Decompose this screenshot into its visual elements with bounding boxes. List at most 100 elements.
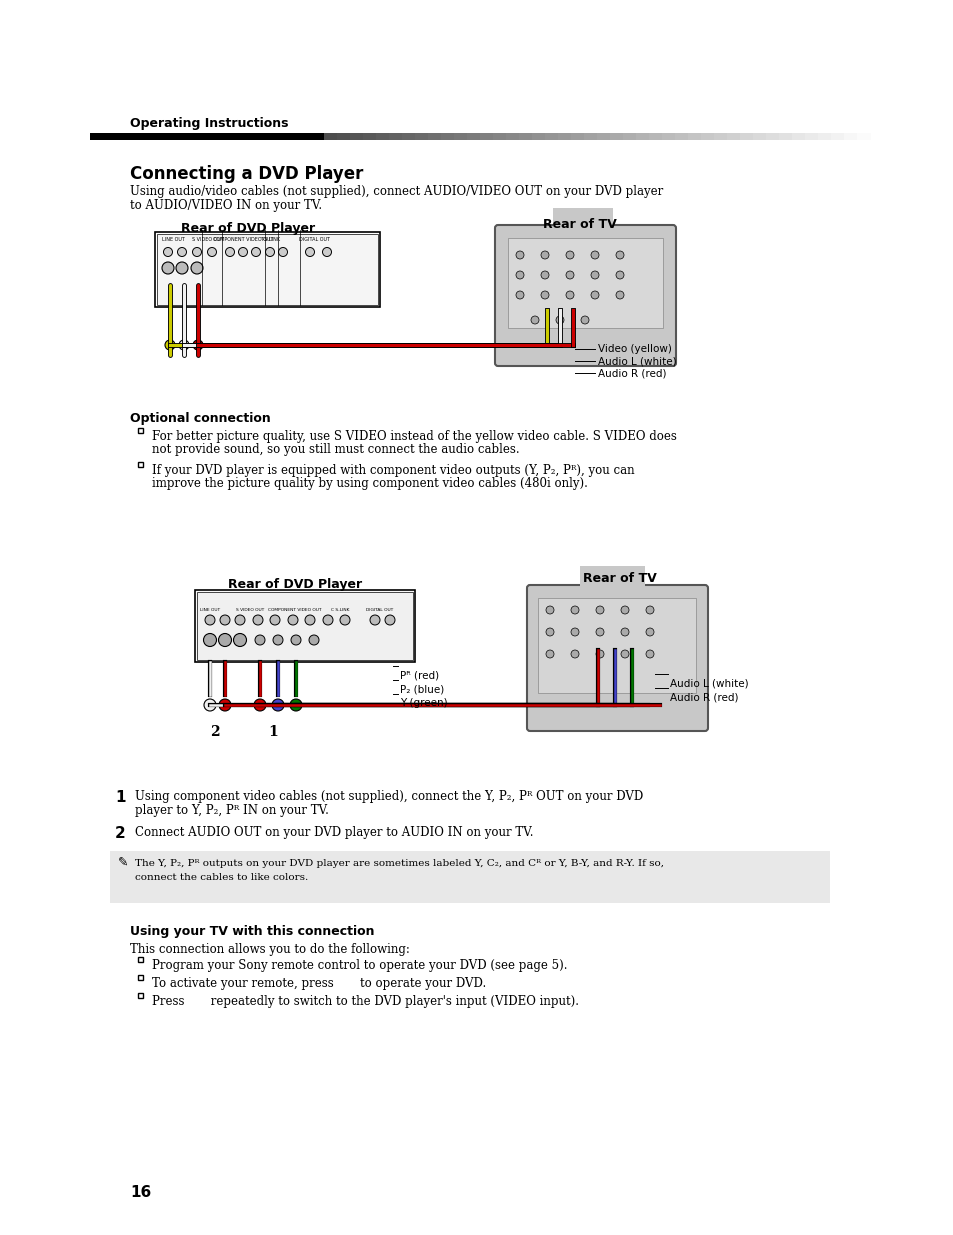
Bar (493, 133, 506, 140)
Bar (272, 133, 286, 140)
Bar (544, 133, 558, 140)
Bar (246, 133, 260, 140)
Circle shape (580, 316, 588, 324)
Bar (110, 851, 829, 903)
Circle shape (590, 291, 598, 299)
Text: Using component video cables (not supplied), connect the Y, P₂, Pᴿ OUT on your D: Using component video cables (not suppli… (135, 790, 642, 803)
Circle shape (193, 247, 201, 257)
Bar (142, 133, 156, 140)
Bar (194, 590, 415, 662)
Circle shape (540, 291, 548, 299)
Circle shape (179, 340, 189, 350)
Circle shape (273, 635, 283, 645)
Text: Connect AUDIO OUT on your DVD player to AUDIO IN on your TV.: Connect AUDIO OUT on your DVD player to … (135, 826, 533, 839)
Circle shape (596, 606, 603, 614)
Bar (583, 133, 598, 140)
Circle shape (516, 251, 523, 259)
Text: ✎: ✎ (118, 856, 129, 869)
Circle shape (208, 247, 216, 257)
Bar (804, 133, 818, 140)
Text: Y (green): Y (green) (399, 698, 447, 708)
Circle shape (620, 606, 628, 614)
Bar (103, 133, 117, 140)
Circle shape (620, 650, 628, 658)
Text: not provide sound, so you still must connect the audio cables.: not provide sound, so you still must con… (152, 443, 519, 456)
Bar (116, 133, 130, 140)
Bar (138, 993, 143, 998)
Bar (90, 133, 324, 140)
Bar (687, 133, 701, 140)
Bar (609, 133, 623, 140)
Text: LINE OUT: LINE OUT (161, 237, 184, 242)
Circle shape (616, 270, 623, 279)
Circle shape (204, 699, 215, 711)
Bar (765, 133, 780, 140)
Bar (779, 133, 792, 140)
Bar (350, 133, 364, 140)
Circle shape (531, 316, 538, 324)
Bar (700, 133, 714, 140)
Circle shape (323, 615, 333, 625)
Text: 1: 1 (115, 790, 126, 805)
Circle shape (175, 262, 188, 274)
Text: The Y, P₂, Pᴿ outputs on your DVD player are sometimes labeled Y, C₂, and Cᴿ or : The Y, P₂, Pᴿ outputs on your DVD player… (135, 860, 663, 868)
Circle shape (278, 247, 287, 257)
Circle shape (238, 247, 247, 257)
Text: 1: 1 (268, 725, 277, 739)
Circle shape (571, 606, 578, 614)
Circle shape (253, 615, 263, 625)
Bar (553, 207, 613, 233)
Circle shape (252, 247, 260, 257)
Circle shape (233, 634, 246, 646)
Circle shape (291, 635, 301, 645)
Circle shape (234, 615, 245, 625)
Circle shape (177, 247, 186, 257)
Bar (507, 238, 662, 329)
Bar (597, 133, 610, 140)
Text: C S-LINK: C S-LINK (331, 608, 349, 613)
Circle shape (616, 251, 623, 259)
Bar (648, 133, 662, 140)
Circle shape (565, 270, 574, 279)
Bar (375, 133, 390, 140)
Circle shape (305, 615, 314, 625)
Bar (258, 133, 273, 140)
Text: Using audio/video cables (not supplied), connect AUDIO/VIDEO OUT on your DVD pla: Using audio/video cables (not supplied),… (130, 185, 662, 198)
Circle shape (253, 699, 266, 711)
Circle shape (590, 251, 598, 259)
Bar (138, 957, 143, 962)
Circle shape (272, 699, 284, 711)
Bar (579, 566, 644, 588)
Bar (154, 133, 169, 140)
Bar (622, 133, 637, 140)
Bar (454, 133, 468, 140)
Text: Rear of DVD Player: Rear of DVD Player (228, 578, 362, 592)
Circle shape (516, 270, 523, 279)
Bar (181, 133, 194, 140)
Bar (440, 133, 455, 140)
Bar (856, 133, 870, 140)
Text: Program your Sony remote control to operate your DVD (see page 5).: Program your Sony remote control to oper… (152, 960, 567, 972)
Circle shape (254, 635, 265, 645)
Bar (675, 133, 688, 140)
Text: Rear of DVD Player: Rear of DVD Player (181, 222, 314, 235)
Circle shape (616, 291, 623, 299)
Text: COMPONENT VIDEO OUT: COMPONENT VIDEO OUT (213, 237, 273, 242)
Bar (90, 133, 104, 140)
Circle shape (370, 615, 379, 625)
Text: Connecting a DVD Player: Connecting a DVD Player (130, 165, 363, 183)
Text: improve the picture quality by using component video cables (480i only).: improve the picture quality by using com… (152, 477, 587, 490)
Bar (138, 462, 143, 467)
Bar (389, 133, 402, 140)
Circle shape (596, 629, 603, 636)
Bar (311, 133, 325, 140)
Bar (363, 133, 376, 140)
Circle shape (225, 247, 234, 257)
Bar (428, 133, 441, 140)
Circle shape (220, 615, 230, 625)
Bar (154, 232, 379, 308)
Circle shape (265, 247, 274, 257)
Bar (553, 207, 613, 226)
Bar (168, 133, 182, 140)
Bar (479, 133, 494, 140)
